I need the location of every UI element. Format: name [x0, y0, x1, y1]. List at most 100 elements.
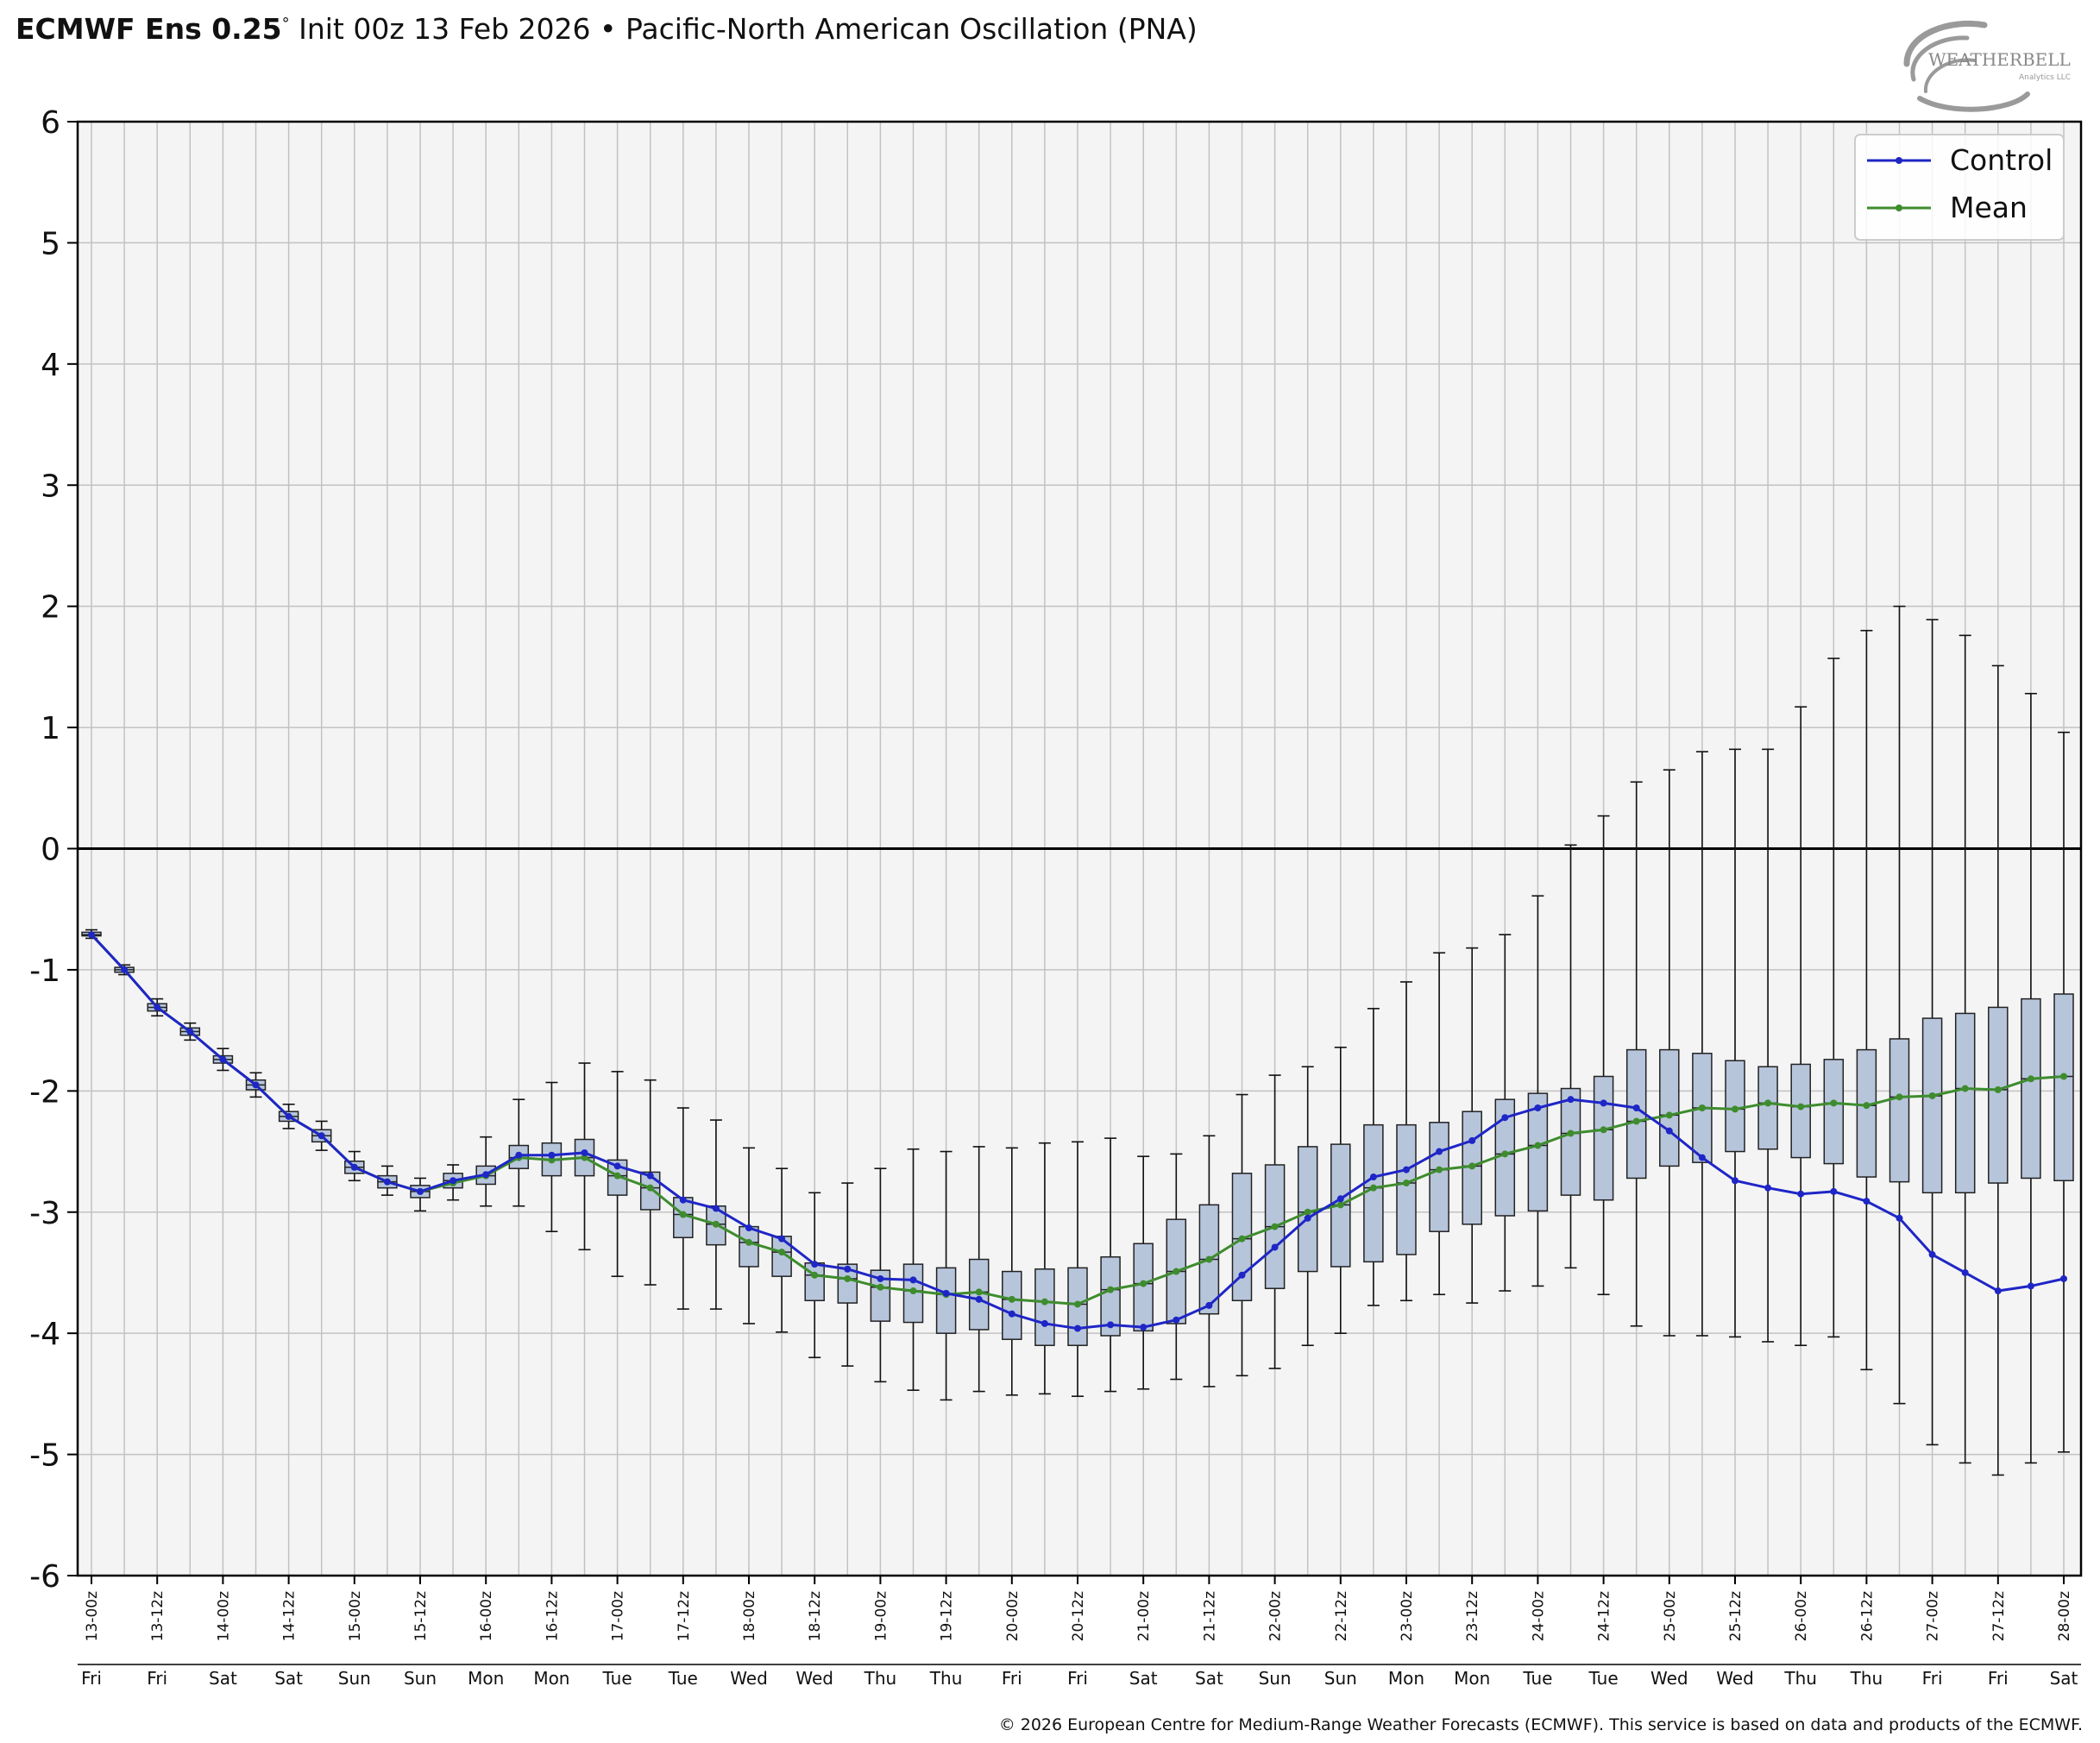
logo-text: WEATHERBELL [1928, 49, 2071, 70]
data-point [450, 1177, 457, 1185]
y-tick-label: -4 [29, 1317, 60, 1352]
x-axis: 13-00z 13-12z 14-00z 14-12z 15-00z 15-12z 16-0… [78, 1576, 2081, 1689]
x-tick-label: 24-12z [1596, 1591, 1613, 1641]
data-point [877, 1283, 884, 1291]
x-tick-label: 26-12z [1858, 1591, 1876, 1641]
x-day-label: Mon [1454, 1668, 1490, 1689]
box-iqr [1856, 1048, 1877, 1178]
data-point [2027, 1282, 2034, 1290]
ensemble-box [1100, 1137, 1121, 1393]
data-point [1501, 1114, 1509, 1122]
data-point [1468, 1162, 1476, 1170]
data-point [1928, 1250, 1936, 1258]
data-point [1567, 1129, 1575, 1137]
x-tick-label: 23-12z [1464, 1591, 1481, 1641]
box-iqr [1757, 1066, 1778, 1150]
x-day-label: Sun [338, 1668, 371, 1689]
ensemble-box [1560, 844, 1581, 1269]
x-day-label: Mon [1388, 1668, 1424, 1689]
box-iqr [1790, 1063, 1811, 1159]
data-point [712, 1205, 720, 1212]
data-point [482, 1171, 490, 1179]
ensemble-box [1790, 706, 1811, 1347]
data-point [1369, 1184, 1377, 1192]
data-point [1632, 1104, 1640, 1111]
x-day-label: Sat [1195, 1668, 1223, 1689]
data-point [1403, 1166, 1410, 1174]
chart-title: ECMWF Ens 0.25° Init 00z 13 Feb 2026 • P… [16, 12, 1198, 46]
data-point [1336, 1195, 1344, 1203]
series-control [88, 931, 2067, 1332]
data-point [154, 1004, 161, 1011]
data-point [1665, 1127, 1673, 1135]
x-day-label: Sun [404, 1668, 437, 1689]
data-point [1600, 1126, 1607, 1134]
data-point [2027, 1075, 2034, 1083]
x-day-label: Sun [1259, 1668, 1292, 1689]
x-tick-label: 20-12z [1070, 1591, 1087, 1641]
y-tick-label: 5 [41, 226, 60, 261]
data-point [1369, 1174, 1377, 1181]
data-point [285, 1112, 292, 1120]
box-iqr [1659, 1048, 1680, 1167]
data-point [1698, 1104, 1706, 1111]
x-day-label: Tue [602, 1668, 632, 1689]
box-iqr [804, 1262, 825, 1302]
copyright-footer: © 2026 European Centre for Medium-Range … [998, 1715, 2083, 1734]
box-iqr [739, 1225, 759, 1268]
data-point [1863, 1102, 1871, 1110]
data-point [778, 1249, 786, 1256]
data-point [88, 931, 95, 939]
x-tick-label: 13-12z [149, 1591, 167, 1641]
legend: Control Mean [1854, 134, 2065, 241]
x-day-label: Wed [795, 1668, 833, 1689]
data-point [1764, 1099, 1772, 1107]
data-point [975, 1288, 983, 1296]
x-day-label: Thu [1850, 1668, 1883, 1689]
x-day-label: Wed [730, 1668, 768, 1689]
data-point [1074, 1325, 1081, 1332]
x-tick-label: 21-00z [1135, 1591, 1153, 1641]
ensemble-box [1988, 664, 2009, 1476]
x-tick-label: 16-00z [478, 1591, 495, 1641]
box-iqr [1823, 1059, 1845, 1165]
x-day-label: Thu [1783, 1668, 1817, 1689]
box-iqr [1988, 1006, 2009, 1184]
x-tick-label: 26-00z [1793, 1591, 1810, 1641]
data-point [1468, 1136, 1476, 1144]
weatherbell-logo: WEATHERBELL Analytics LLC [1903, 20, 2071, 112]
y-tick-label: 1 [41, 711, 60, 746]
x-day-label: Fri [1988, 1668, 2009, 1689]
ensemble-box [2021, 692, 2041, 1464]
data-point [548, 1156, 556, 1164]
x-tick-label: 23-00z [1399, 1591, 1416, 1641]
y-tick-label: -6 [29, 1559, 60, 1595]
data-point [1961, 1268, 1969, 1276]
data-point [1173, 1268, 1180, 1275]
data-point [1304, 1208, 1311, 1216]
x-tick-label: 25-12z [1727, 1591, 1745, 1641]
x-tick-label: 17-12z [676, 1591, 693, 1641]
data-point [1304, 1214, 1311, 1222]
data-point [1928, 1092, 1936, 1099]
data-point [318, 1132, 325, 1140]
data-point [1732, 1105, 1738, 1113]
x-tick-label: 18-00z [741, 1591, 758, 1641]
x-day-label: Mon [468, 1668, 504, 1689]
box-iqr [1954, 1012, 1976, 1194]
data-point [1732, 1177, 1738, 1185]
data-point [252, 1081, 260, 1089]
box-iqr [1363, 1123, 1384, 1263]
data-point [712, 1220, 720, 1228]
box-iqr [837, 1263, 858, 1304]
data-point [646, 1184, 654, 1192]
data-point [646, 1172, 654, 1180]
box-iqr [1100, 1255, 1121, 1337]
data-point [975, 1295, 983, 1303]
ensemble-box [1527, 895, 1549, 1287]
x-tick-label: 21-12z [1201, 1591, 1218, 1641]
ensemble-box [935, 1150, 957, 1401]
ensemble-box [1921, 619, 1943, 1446]
data-point [1567, 1096, 1575, 1104]
